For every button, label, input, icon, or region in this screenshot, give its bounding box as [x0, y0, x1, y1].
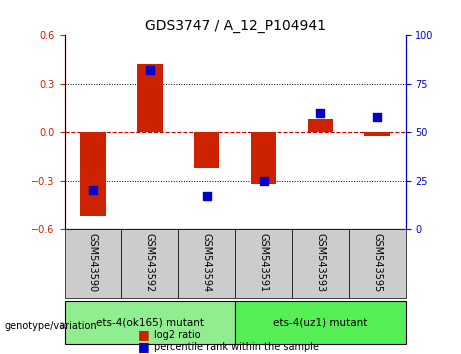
- Bar: [307, 119, 333, 132]
- Point: [146, 68, 154, 73]
- Text: percentile rank within the sample: percentile rank within the sample: [154, 342, 319, 352]
- Text: ■: ■: [138, 341, 150, 353]
- Point: [260, 178, 267, 184]
- Text: GSM543594: GSM543594: [201, 233, 212, 292]
- Point: [373, 114, 381, 120]
- Bar: [349, 229, 406, 298]
- Bar: [65, 229, 121, 298]
- Bar: [251, 132, 276, 184]
- Bar: [121, 229, 178, 298]
- Bar: [194, 132, 219, 168]
- Text: GSM543593: GSM543593: [315, 233, 325, 292]
- Bar: [65, 301, 235, 344]
- Bar: [80, 132, 106, 216]
- Point: [89, 188, 97, 193]
- Text: GSM543595: GSM543595: [372, 233, 382, 292]
- Text: GSM543590: GSM543590: [88, 233, 98, 292]
- Text: ets-4(ok165) mutant: ets-4(ok165) mutant: [96, 318, 204, 328]
- Bar: [137, 64, 163, 132]
- Bar: [178, 229, 235, 298]
- Point: [317, 110, 324, 116]
- Bar: [292, 229, 349, 298]
- Point: [203, 193, 210, 199]
- Bar: [365, 132, 390, 136]
- Title: GDS3747 / A_12_P104941: GDS3747 / A_12_P104941: [145, 19, 325, 33]
- Text: GSM543591: GSM543591: [259, 233, 269, 292]
- Text: genotype/variation: genotype/variation: [5, 321, 97, 331]
- Text: ■: ■: [138, 328, 150, 341]
- Text: log2 ratio: log2 ratio: [154, 330, 201, 339]
- Bar: [235, 301, 406, 344]
- Text: ets-4(uz1) mutant: ets-4(uz1) mutant: [273, 318, 367, 328]
- Text: GSM543592: GSM543592: [145, 233, 155, 292]
- Bar: [235, 229, 292, 298]
